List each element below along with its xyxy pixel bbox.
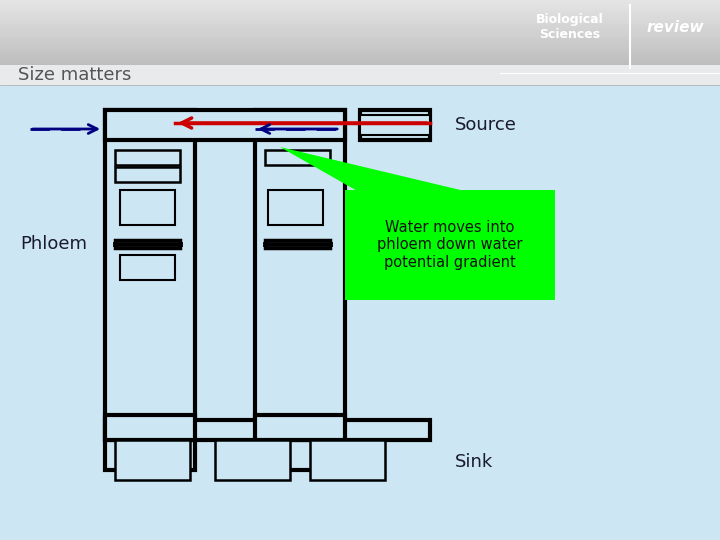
Bar [0, 9, 720, 11]
Bar [0, 85, 720, 540]
Bar [0, 65, 720, 68]
Bar [268, 190, 323, 225]
Bar [0, 63, 720, 66]
Bar [120, 255, 175, 280]
Bar [215, 440, 290, 480]
Bar [0, 0, 720, 2]
Bar [0, 52, 720, 55]
Bar [0, 15, 720, 17]
Bar [0, 3, 720, 5]
Bar [0, 54, 720, 56]
Bar [115, 240, 180, 248]
Polygon shape [280, 147, 461, 190]
Bar [105, 110, 195, 470]
Bar [0, 44, 720, 47]
Bar [0, 18, 720, 21]
Bar [0, 5, 720, 8]
Bar [115, 440, 190, 480]
Bar [105, 110, 345, 140]
Bar [0, 26, 720, 28]
Bar [0, 71, 720, 73]
Text: Water moves into
phloem down water
potential gradient: Water moves into phloem down water poten… [377, 220, 523, 270]
Bar [115, 150, 180, 165]
Bar [0, 56, 720, 58]
Text: Phloem: Phloem [20, 235, 87, 253]
Bar [255, 110, 345, 470]
Bar [0, 22, 720, 24]
Bar [265, 240, 330, 248]
Bar [105, 415, 195, 440]
Bar [0, 72, 720, 75]
Bar [0, 31, 720, 33]
Text: Sink: Sink [455, 453, 493, 471]
Bar [360, 110, 430, 140]
Bar [0, 33, 720, 36]
Bar [0, 30, 720, 32]
Bar [0, 65, 720, 85]
Bar [0, 20, 720, 23]
Bar [0, 69, 720, 71]
Bar [0, 2, 720, 4]
Bar [105, 420, 430, 440]
Bar [0, 43, 720, 45]
Bar [120, 190, 175, 225]
Bar [0, 48, 720, 51]
Bar [310, 440, 385, 480]
Bar [0, 67, 720, 69]
Text: Source: Source [455, 116, 517, 134]
Bar [0, 11, 720, 13]
Bar [0, 62, 720, 64]
Bar [0, 24, 720, 26]
Bar [0, 39, 720, 41]
Bar [0, 37, 720, 39]
Text: review: review [646, 21, 704, 36]
Text: Sciences: Sciences [539, 29, 600, 42]
Bar [265, 150, 330, 165]
Text: Biological: Biological [536, 14, 604, 26]
Bar [0, 50, 720, 52]
Bar [255, 415, 345, 440]
Bar [0, 40, 720, 43]
Bar [0, 28, 720, 30]
Bar [0, 59, 720, 62]
Bar [0, 16, 720, 19]
Bar [0, 58, 720, 60]
Bar [345, 190, 555, 300]
Bar [0, 7, 720, 9]
Text: Size matters: Size matters [18, 66, 131, 84]
Bar [0, 35, 720, 37]
Bar [360, 115, 430, 135]
Bar [115, 167, 180, 182]
Bar [0, 46, 720, 49]
Bar [0, 12, 720, 15]
